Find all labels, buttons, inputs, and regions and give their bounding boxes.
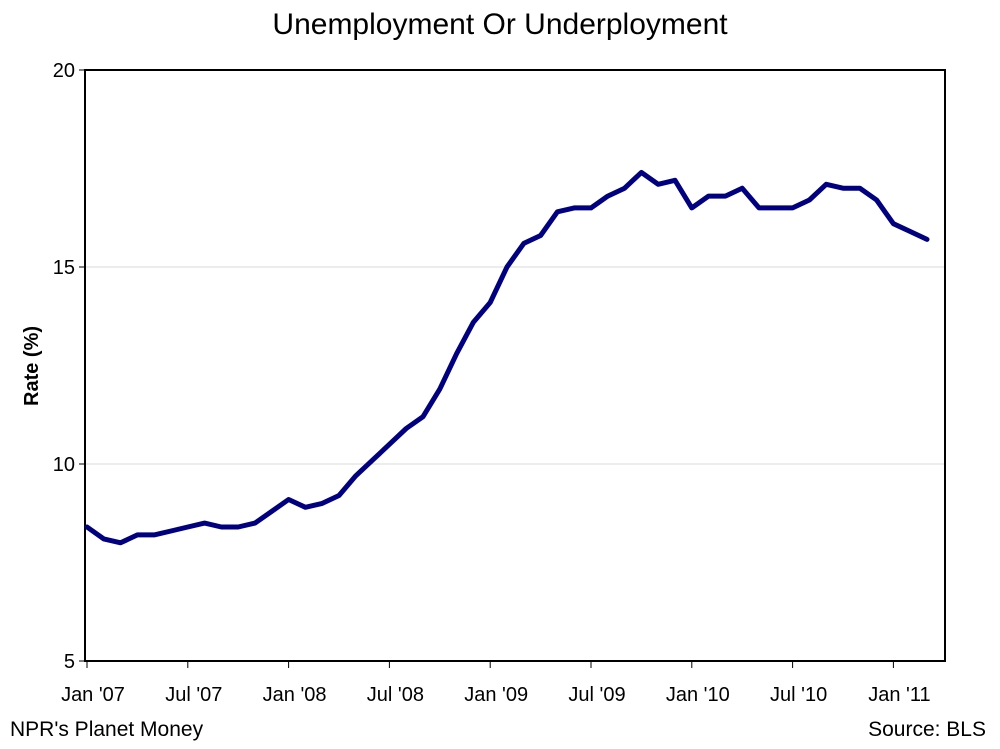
x-tick-label: Jul '08 xyxy=(367,684,424,706)
gridlines xyxy=(85,266,945,465)
x-axis: Jan '07 Jul '07 Jan '08 Jul '08 Jan '09 Jul '… xyxy=(61,661,931,706)
credit-label: NPR's Planet Money xyxy=(10,718,204,741)
y-tick-label: 10 xyxy=(53,454,75,476)
source-label: Source: BLS xyxy=(868,718,986,741)
x-tick-label: Jan '07 xyxy=(61,684,125,706)
y-axis-label: Rate (%) xyxy=(21,326,43,406)
y-tick-label: 5 xyxy=(64,651,75,673)
x-tick-label: Jan '11 xyxy=(868,684,930,706)
y-tick-label: 20 xyxy=(53,60,75,82)
plot-area-border xyxy=(84,69,946,662)
x-tick-label: Jul '10 xyxy=(770,684,827,706)
x-tick-label: Jul '09 xyxy=(568,684,625,706)
data-line xyxy=(84,169,930,546)
chart-title: Unemployment Or Underployment xyxy=(272,8,728,41)
x-tick-label: Jul '07 xyxy=(165,684,222,706)
y-axis: 5 10 15 20 xyxy=(53,60,85,673)
x-tick-label: Jan '08 xyxy=(263,684,327,706)
x-tick-label: Jan '09 xyxy=(464,684,528,706)
y-tick-label: 15 xyxy=(53,257,75,279)
x-tick-label: Jan '10 xyxy=(666,684,730,706)
